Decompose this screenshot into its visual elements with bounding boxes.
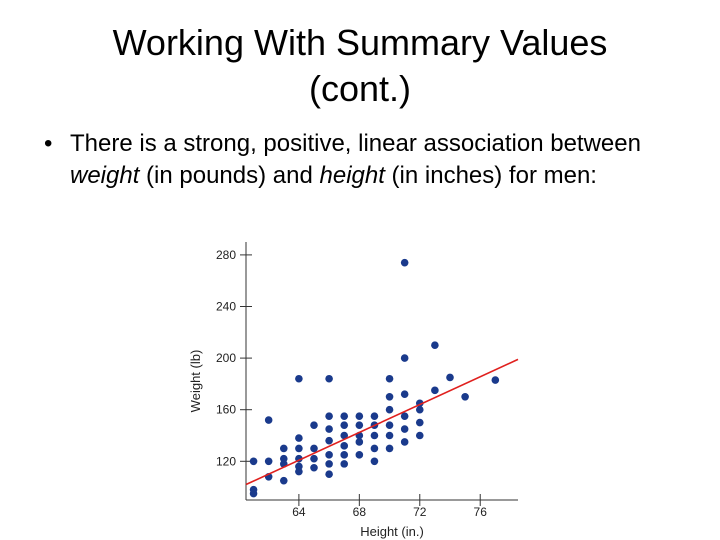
data-point (340, 451, 349, 459)
slide-title: Working With Summary Values (cont.) (40, 20, 680, 112)
slide-title-line-2: (cont.) (308, 68, 412, 109)
data-point (264, 457, 273, 466)
y-tick-label: 120 (216, 454, 236, 468)
data-point (340, 412, 349, 420)
data-point (400, 354, 409, 362)
data-point (385, 393, 394, 401)
regression-line (245, 358, 519, 486)
data-point (385, 444, 394, 453)
data-point (385, 374, 394, 383)
data-point (249, 457, 258, 466)
data-point (491, 376, 500, 384)
data-point (325, 436, 333, 445)
data-point (400, 412, 409, 420)
data-point (279, 476, 288, 485)
data-point (370, 412, 379, 420)
x-tick-label: 76 (474, 505, 488, 519)
bullet-symbol: • (44, 130, 53, 157)
data-point (325, 451, 333, 459)
y-tick-label: 160 (216, 403, 236, 417)
bullet-text-part-3: (in inches) for men: (384, 162, 597, 189)
data-point (415, 405, 424, 414)
x-axis-title: Height (in.) (360, 524, 424, 539)
bullet-point: • There is a strong, positive, linear as… (44, 128, 644, 192)
data-point (370, 444, 379, 453)
data-point (325, 412, 333, 420)
data-point (340, 431, 349, 440)
data-point (446, 373, 454, 382)
data-point (370, 457, 379, 466)
x-tick-label: 72 (413, 505, 427, 519)
data-point (310, 463, 318, 472)
y-axis-title: Weight (lb) (188, 350, 203, 413)
data-point (400, 390, 409, 399)
scatter-chart: 120 160 200 240 280 64 68 72 76 Height (in.) Weigh… (188, 242, 519, 539)
data-point (340, 421, 349, 429)
bullet-emphasis-height: height (319, 162, 385, 189)
y-tick-label: 280 (216, 248, 236, 262)
data-point (340, 442, 349, 450)
data-point (264, 416, 273, 424)
data-point (385, 431, 394, 440)
y-tick-label: 200 (216, 351, 236, 365)
data-point (325, 470, 333, 478)
data-point (385, 421, 394, 429)
data-point (355, 412, 364, 420)
data-point (355, 438, 364, 446)
data-point (325, 460, 333, 468)
data-point (325, 374, 333, 383)
data-point (385, 405, 394, 414)
data-point (310, 421, 318, 429)
data-point (355, 421, 364, 429)
data-point (415, 418, 424, 427)
data-point (279, 444, 288, 453)
data-point (249, 485, 258, 494)
data-point (400, 438, 409, 446)
bullet-text-part-2: (in pounds) and (139, 162, 320, 189)
data-point (310, 454, 318, 463)
bullet-emphasis-weight: weight (70, 162, 140, 189)
data-point (279, 454, 288, 463)
data-point (415, 431, 424, 440)
data-point (400, 258, 409, 267)
data-point (431, 386, 439, 395)
data-point (295, 374, 303, 383)
bullet-text: There is a strong, positive, linear asso… (70, 128, 644, 192)
data-point (400, 425, 409, 433)
data-point (325, 425, 333, 433)
slide-title-line-1: Working With Summary Values (112, 22, 608, 63)
bullet-text-part-1: There is a strong, positive, linear asso… (70, 130, 641, 157)
data-point (295, 444, 303, 453)
x-tick-label: 64 (292, 505, 306, 519)
data-point (295, 462, 303, 471)
data-point (340, 460, 349, 468)
data-point (370, 431, 379, 440)
data-point (431, 341, 439, 349)
data-point (295, 434, 303, 442)
data-point (355, 451, 364, 459)
y-tick-label: 240 (216, 300, 236, 314)
x-tick-label: 68 (353, 505, 367, 519)
data-point (310, 444, 318, 453)
data-point (461, 393, 469, 401)
